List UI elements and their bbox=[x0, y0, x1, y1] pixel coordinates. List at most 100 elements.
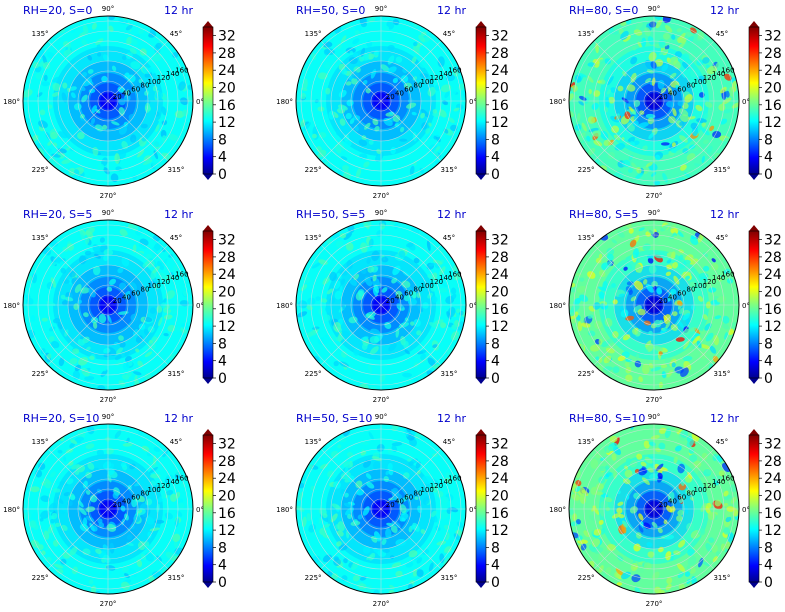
field-cell bbox=[69, 442, 76, 449]
field-cell bbox=[103, 254, 109, 261]
field-cell bbox=[665, 271, 672, 277]
field-cell bbox=[343, 558, 348, 564]
field-cell bbox=[344, 492, 349, 498]
field-cell bbox=[82, 480, 88, 489]
field-cell bbox=[618, 514, 625, 519]
field-cell bbox=[430, 486, 438, 492]
field-cell bbox=[635, 263, 643, 274]
field-cell bbox=[80, 230, 85, 241]
field-cell bbox=[644, 27, 651, 37]
field-cell bbox=[705, 502, 712, 509]
radial-tick-label: 160 bbox=[448, 270, 461, 278]
field-cell bbox=[102, 124, 108, 130]
field-cell bbox=[456, 308, 461, 314]
field-cell bbox=[395, 56, 403, 63]
field-cell bbox=[599, 507, 605, 517]
colorbar-tick-label: 0 bbox=[764, 575, 773, 591]
field-cell bbox=[408, 550, 418, 558]
field-cell bbox=[300, 284, 308, 292]
field-cell bbox=[88, 88, 96, 94]
field-cell bbox=[340, 489, 347, 495]
angular-tick-label: 0° bbox=[742, 98, 750, 106]
field-cell bbox=[324, 48, 335, 56]
field-cell bbox=[453, 107, 460, 112]
field-cell bbox=[143, 155, 151, 162]
field-cell bbox=[85, 236, 90, 245]
field-cell bbox=[643, 440, 650, 449]
field-cell bbox=[407, 298, 417, 306]
field-cell bbox=[69, 546, 78, 556]
field-cell bbox=[587, 75, 594, 83]
colorbar-tick-label: 12 bbox=[764, 523, 782, 539]
field-cell bbox=[648, 473, 659, 480]
field-cell bbox=[27, 275, 33, 282]
field-cell bbox=[165, 60, 172, 67]
field-cell bbox=[648, 264, 657, 274]
field-cell bbox=[598, 291, 605, 299]
field-cell bbox=[456, 521, 464, 528]
colorbar-extend-min bbox=[203, 378, 213, 384]
field-cell bbox=[111, 121, 120, 126]
field-cell bbox=[111, 65, 117, 72]
field-cell bbox=[61, 158, 72, 165]
radial-tick-label: 60 bbox=[677, 86, 686, 94]
angular-tick-label: 315° bbox=[440, 370, 457, 378]
field-cell bbox=[595, 257, 602, 264]
field-cell bbox=[368, 431, 374, 440]
field-cell bbox=[646, 542, 653, 548]
radial-tick-label: 80 bbox=[141, 82, 150, 90]
field-cell bbox=[70, 29, 76, 33]
field-cell bbox=[657, 79, 665, 90]
field-cell bbox=[172, 533, 181, 542]
polar-panel: 20 40 60 801001201401600°45°90°135°180°225°… bbox=[276, 412, 509, 608]
field-cell bbox=[101, 364, 107, 372]
field-cell bbox=[653, 319, 662, 328]
field-cell bbox=[341, 350, 347, 358]
field-cell bbox=[147, 531, 152, 539]
angular-gridline bbox=[593, 448, 655, 510]
field-cell bbox=[629, 239, 637, 248]
field-cell bbox=[594, 320, 602, 330]
field-cell bbox=[58, 357, 65, 367]
field-cell bbox=[322, 513, 328, 519]
field-cell bbox=[410, 321, 415, 326]
angular-tick-label: 315° bbox=[713, 166, 730, 174]
field-cell bbox=[89, 355, 95, 360]
field-cell bbox=[675, 445, 682, 452]
field-cell bbox=[173, 540, 178, 550]
field-cell bbox=[633, 99, 641, 107]
colorbar-extend-max bbox=[203, 429, 213, 435]
radial-tick-label: 140 bbox=[166, 478, 179, 486]
field-cell bbox=[187, 84, 193, 91]
field-cell bbox=[139, 238, 149, 246]
field-cell bbox=[432, 344, 438, 349]
field-cell bbox=[99, 237, 105, 243]
radial-tick-label: 120 bbox=[430, 278, 443, 286]
colorbar-tick-label: 28 bbox=[491, 46, 509, 62]
field-cell bbox=[62, 82, 68, 89]
field-cell bbox=[433, 129, 440, 138]
radial-tick-label: 120 bbox=[157, 482, 170, 490]
polar-outline bbox=[295, 423, 467, 595]
field-cell bbox=[45, 545, 51, 551]
field-cell bbox=[327, 570, 333, 577]
angular-tick-label: 180° bbox=[3, 98, 20, 106]
field-cell bbox=[632, 120, 639, 127]
field-cell bbox=[23, 294, 31, 299]
radial-tick-label: 140 bbox=[712, 70, 725, 78]
field-cell bbox=[69, 494, 76, 501]
field-cell bbox=[23, 89, 33, 98]
field-cell bbox=[144, 316, 153, 323]
colorbar-tick-label: 20 bbox=[764, 285, 782, 301]
field-cell bbox=[387, 462, 393, 471]
field-cell bbox=[164, 70, 172, 78]
radial-tick-label: 40 bbox=[668, 293, 677, 301]
field-cell bbox=[697, 470, 705, 478]
field-cell bbox=[604, 58, 612, 65]
field-cell bbox=[634, 280, 644, 291]
polar-panel: 20 40 60 801001201401600°45°90°135°180°225°… bbox=[549, 208, 782, 404]
angular-tick-label: 135° bbox=[32, 234, 49, 242]
field-cell bbox=[72, 370, 81, 380]
